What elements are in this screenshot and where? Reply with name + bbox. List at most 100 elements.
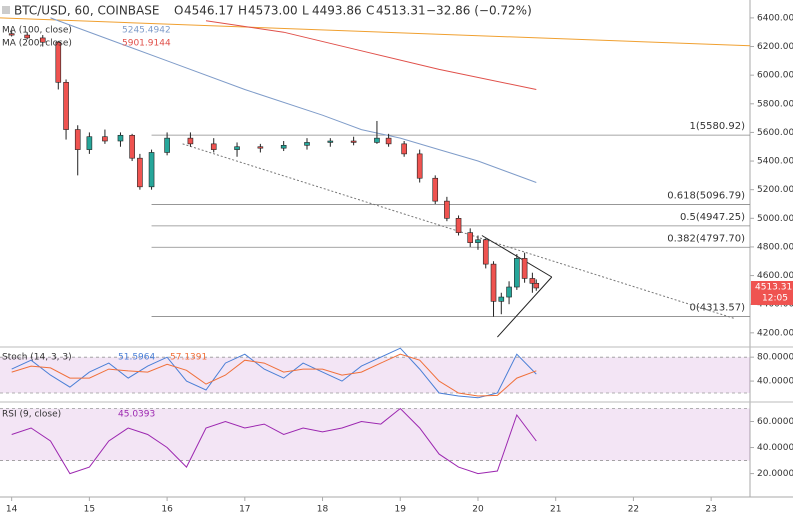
ohlc-key: C	[366, 4, 374, 18]
y-tick-label: 5600.00	[757, 128, 793, 138]
candle-body	[234, 146, 240, 150]
ohlc-value: 4493.86	[312, 4, 362, 18]
fib-label: 1(5580.92)	[689, 121, 745, 132]
candle-body	[74, 129, 81, 150]
candle-body	[432, 177, 439, 202]
ohlc-key: L	[302, 4, 309, 18]
y-tick-label: 4600.00	[757, 271, 793, 281]
candle-body	[63, 82, 69, 130]
y-tick-label: 5400.00	[757, 157, 793, 167]
x-tick-label: 22	[628, 505, 639, 515]
last-price-label: 4513.31	[755, 282, 792, 292]
pane-title: Stoch (14, 3, 3)	[2, 353, 72, 363]
candle-body	[187, 137, 194, 145]
x-tick-label: 20	[472, 505, 484, 515]
symbol-icon[interactable]	[2, 6, 10, 14]
y-tick-label: 5200.00	[757, 185, 793, 195]
x-tick-label: 23	[705, 505, 716, 515]
x-tick-label: 17	[239, 505, 250, 515]
ma-legend-name: MA (100, close)	[2, 26, 72, 36]
ma-legend-value: 5245.4942	[122, 26, 171, 36]
candle-body	[129, 134, 135, 159]
ohlc-value: 4573.00	[248, 4, 298, 18]
oscillator-line	[11, 347, 537, 399]
ma-legend-value: 5901.9144	[122, 39, 171, 49]
candle-body	[102, 136, 108, 142]
ma-legend-name: MA (200, close)	[2, 39, 72, 49]
y-tick-label: 6000.00	[757, 71, 793, 81]
candle-body	[280, 145, 287, 149]
candle-body	[444, 200, 450, 219]
pane-value: 57.1391	[170, 353, 207, 363]
candle-body	[467, 232, 474, 243]
y-tick-label: 5800.00	[757, 99, 793, 109]
band-fill	[0, 357, 750, 394]
drawn-trendline	[497, 276, 553, 338]
y-tick-label: 5000.00	[757, 214, 793, 224]
ohlc-key: H	[238, 4, 247, 18]
candle-body	[374, 137, 380, 143]
last-price-box	[751, 280, 793, 305]
candle-body	[514, 258, 520, 288]
candle-body	[475, 239, 481, 243]
candle-body	[24, 34, 31, 39]
candle-body	[416, 153, 423, 179]
y-tick-label: 4800.00	[757, 242, 793, 252]
candle-body	[137, 157, 143, 188]
band-fill	[0, 408, 750, 461]
ohlc-value: 4513.31	[376, 4, 426, 18]
y-tick-label: 6200.00	[757, 42, 793, 52]
fib-label: 0(4313.57)	[689, 303, 745, 314]
candle-body	[327, 140, 334, 143]
price-change: −32.86 (−0.72%)	[426, 4, 532, 18]
ohlc-value: 4546.17	[184, 4, 234, 18]
fib-label: 0.5(4947.25)	[680, 212, 745, 223]
candle-body	[148, 152, 155, 188]
y-tick-label: 4200.00	[757, 328, 793, 338]
x-tick-label: 21	[550, 505, 561, 515]
candle-body	[350, 140, 357, 143]
moving-average	[50, 17, 537, 183]
y-tick-label: 20.0000	[757, 469, 793, 479]
fib-label: 0.382(4797.70)	[667, 233, 745, 244]
y-tick-label: 40.0000	[757, 377, 793, 387]
candle-body	[304, 142, 310, 146]
y-tick-label: 80.0000	[757, 353, 793, 363]
trend-line	[0, 17, 751, 47]
candle-body	[164, 137, 170, 153]
oscillator-line	[11, 407, 537, 475]
candle-body	[257, 146, 264, 149]
candle-body	[482, 239, 489, 265]
candle-body	[39, 37, 46, 43]
candle-body	[498, 296, 505, 302]
candle-body	[8, 33, 15, 36]
candle-body	[210, 143, 217, 150]
candle-body	[521, 258, 528, 279]
x-tick-label: 16	[161, 505, 173, 515]
ohlc-key: O	[174, 4, 183, 18]
x-tick-label: 14	[6, 505, 18, 515]
pane-value: 45.0393	[118, 410, 155, 420]
moving-average	[205, 20, 537, 90]
candle-body	[385, 137, 392, 145]
candle-body	[117, 134, 124, 142]
x-tick-label: 15	[84, 505, 95, 515]
x-tick-label: 18	[317, 505, 329, 515]
y-tick-label: 40.0000	[757, 443, 793, 453]
pane-value: 51.5964	[118, 353, 155, 363]
y-tick-label: 60.0000	[757, 417, 793, 427]
fib-label: 0.618(5096.79)	[667, 190, 745, 201]
oscillator-line	[11, 353, 537, 397]
candle-body	[533, 282, 540, 289]
candle-body	[455, 218, 462, 233]
countdown: 12:05	[762, 293, 788, 303]
pane-title: RSI (9, close)	[2, 410, 61, 420]
candle-body	[506, 286, 512, 298]
candle-body	[490, 263, 497, 302]
candle-body	[55, 41, 62, 83]
y-tick-label: 6400.00	[757, 13, 793, 23]
x-tick-label: 19	[395, 505, 407, 515]
candle-body	[401, 143, 407, 155]
